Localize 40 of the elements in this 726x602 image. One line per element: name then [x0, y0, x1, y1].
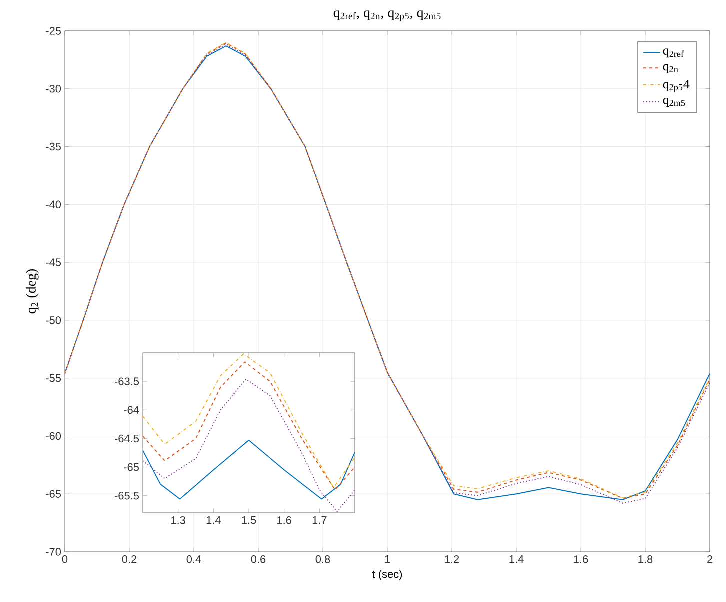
y-tick-label: -35: [46, 142, 62, 151]
x-tick-label: 1.7: [312, 516, 327, 524]
y-tick-label: -50: [46, 316, 62, 324]
y-tick-label: -65: [46, 490, 62, 498]
legend-label: q$_{2p5}$4: [663, 80, 690, 92]
y-tick-label: -64: [124, 406, 140, 414]
y-tick-label: -65: [124, 463, 140, 472]
x-tick-label: 0.8: [316, 556, 330, 564]
x-tick-label: 0.6: [251, 556, 266, 564]
x-tick-label: 1.2: [445, 556, 460, 564]
y-axis-title: q$_{2}$ (deg): [26, 269, 39, 314]
x-tick-label: 1.4: [206, 516, 221, 524]
y-tick-label: -55: [46, 374, 62, 382]
chart-title: q$_{2ref}$, q$_{2n}$, q$_{2p5}$, q$_{2m5}$: [334, 10, 441, 22]
x-axis-title: t (sec): [372, 570, 402, 580]
y-tick-label: -64.5: [114, 434, 140, 443]
y-tick-label: -65.5: [114, 492, 140, 500]
line-series: [143, 440, 355, 500]
y-tick-label: -30: [46, 85, 62, 93]
x-tick-label: 1.3: [172, 516, 186, 524]
y-tick-label: -60: [46, 432, 62, 440]
x-tick-label: 0.4: [186, 556, 202, 564]
x-tick-label: 2: [708, 556, 713, 564]
x-tick-label: 1.6: [278, 516, 292, 524]
x-tick-label: 1.4: [510, 556, 524, 564]
y-tick-label: -25: [46, 27, 62, 35]
legend-label: q$_{2n}$: [663, 64, 678, 74]
x-tick-label: 1.6: [574, 556, 588, 564]
x-tick-label: 1: [385, 556, 390, 564]
line-series: [143, 378, 355, 512]
legend-label: q$_{2ref}$: [663, 48, 684, 58]
x-tick-label: 0.2: [122, 556, 137, 564]
legend-label: q$_{2m5}$: [663, 98, 686, 107]
x-tick-label: 1.8: [638, 556, 653, 564]
y-tick-label: -40: [46, 200, 62, 209]
y-tick-label: -63.5: [114, 378, 140, 386]
y-tick-label: -45: [46, 258, 62, 266]
x-tick-label: 0: [62, 556, 68, 564]
x-tick-label: 1.5: [242, 516, 256, 524]
y-tick-label: -70: [46, 548, 62, 556]
